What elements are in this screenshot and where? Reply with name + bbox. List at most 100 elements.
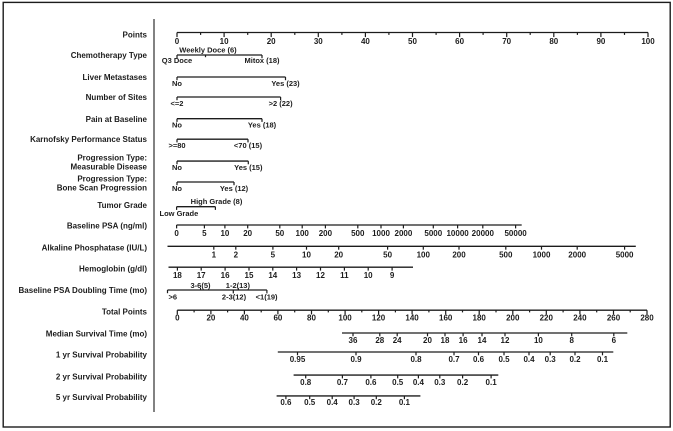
svg-text:20: 20 (334, 251, 343, 260)
svg-text:0.5: 0.5 (304, 398, 316, 407)
svg-text:5 yr Survival Probability: 5 yr Survival Probability (56, 393, 148, 402)
svg-text:5000: 5000 (616, 251, 634, 260)
svg-text:Alkaline Phosphatase (IU/L): Alkaline Phosphatase (IU/L) (42, 244, 148, 253)
svg-text:50000: 50000 (504, 229, 527, 238)
svg-text:14: 14 (268, 271, 277, 280)
svg-text:0.7: 0.7 (337, 378, 349, 387)
svg-text:10000: 10000 (446, 229, 469, 238)
svg-text:Q3 Doce: Q3 Doce (162, 56, 192, 65)
svg-text:Pain at Baseline: Pain at Baseline (86, 115, 148, 124)
svg-text:Measurable Disease: Measurable Disease (71, 162, 148, 171)
svg-text:9: 9 (390, 271, 395, 280)
svg-text:1000: 1000 (372, 229, 390, 238)
svg-text:20: 20 (243, 229, 252, 238)
svg-text:0.7: 0.7 (448, 355, 460, 364)
svg-text:2000: 2000 (395, 229, 413, 238)
svg-text:500: 500 (499, 251, 513, 260)
svg-text:260: 260 (607, 313, 621, 322)
svg-text:No: No (172, 163, 182, 172)
svg-text:50: 50 (383, 251, 392, 260)
svg-text:0.2: 0.2 (457, 378, 469, 387)
svg-text:Progression Type:: Progression Type: (77, 154, 147, 163)
svg-text:0.4: 0.4 (327, 398, 339, 407)
svg-text:0: 0 (175, 37, 180, 46)
svg-text:Liver Metastases: Liver Metastases (83, 73, 148, 82)
svg-text:Baseline PSA (ng/ml): Baseline PSA (ng/ml) (67, 222, 148, 231)
svg-text:100: 100 (338, 313, 352, 322)
svg-text:>6: >6 (169, 293, 178, 302)
svg-text:280: 280 (640, 313, 654, 322)
svg-text:16: 16 (459, 336, 468, 345)
svg-text:28: 28 (375, 336, 384, 345)
svg-text:High Grade (8): High Grade (8) (191, 197, 243, 206)
svg-text:16: 16 (221, 271, 230, 280)
svg-text:No: No (172, 184, 182, 193)
svg-text:0.9: 0.9 (350, 355, 362, 364)
svg-text:17: 17 (197, 271, 206, 280)
svg-text:100: 100 (296, 229, 310, 238)
svg-text:100: 100 (641, 37, 655, 46)
svg-text:Baseline PSA Doubling Time (mo: Baseline PSA Doubling Time (mo) (19, 286, 148, 295)
svg-text:24: 24 (393, 336, 402, 345)
svg-text:>2 (22): >2 (22) (269, 99, 293, 108)
svg-text:6: 6 (612, 336, 617, 345)
svg-text:5000: 5000 (424, 229, 442, 238)
svg-text:0.1: 0.1 (597, 355, 609, 364)
svg-text:5: 5 (202, 229, 207, 238)
svg-text:Progression Type:: Progression Type: (77, 175, 147, 184)
svg-text:0.1: 0.1 (486, 378, 498, 387)
svg-text:36: 36 (349, 336, 358, 345)
svg-text:3-6(5): 3-6(5) (190, 281, 211, 290)
svg-text:0.8: 0.8 (410, 355, 422, 364)
svg-text:0.2: 0.2 (569, 355, 581, 364)
svg-text:40: 40 (361, 37, 370, 46)
svg-text:0: 0 (174, 229, 179, 238)
svg-text:20: 20 (267, 37, 276, 46)
svg-text:120: 120 (372, 313, 386, 322)
svg-text:Chemotherapy Type: Chemotherapy Type (71, 51, 148, 60)
svg-text:0.2: 0.2 (371, 398, 383, 407)
svg-text:0.5: 0.5 (498, 355, 510, 364)
svg-text:Yes (12): Yes (12) (220, 184, 249, 193)
svg-text:10: 10 (302, 251, 311, 260)
svg-text:Karnofsky Performance Status: Karnofsky Performance Status (30, 135, 147, 144)
svg-text:11: 11 (340, 271, 349, 280)
svg-text:15: 15 (245, 271, 254, 280)
svg-text:10: 10 (220, 37, 229, 46)
svg-text:0.6: 0.6 (473, 355, 485, 364)
svg-text:70: 70 (502, 37, 511, 46)
svg-text:60: 60 (455, 37, 464, 46)
svg-text:12: 12 (501, 336, 510, 345)
svg-text:18: 18 (173, 271, 182, 280)
svg-text:180: 180 (473, 313, 487, 322)
svg-text:0.4: 0.4 (523, 355, 535, 364)
svg-text:0.4: 0.4 (413, 378, 425, 387)
svg-text:20: 20 (423, 336, 432, 345)
svg-text:13: 13 (292, 271, 301, 280)
svg-text:Median Survival Time (mo): Median Survival Time (mo) (46, 329, 148, 338)
svg-text:Low Grade: Low Grade (160, 209, 199, 218)
svg-text:Mitox (18): Mitox (18) (244, 56, 280, 65)
svg-text:2 yr Survival Probability: 2 yr Survival Probability (56, 372, 148, 381)
svg-text:0.6: 0.6 (280, 398, 292, 407)
svg-text:<70 (15): <70 (15) (234, 141, 263, 150)
svg-text:Bone Scan Progression: Bone Scan Progression (57, 184, 147, 193)
svg-text:Total Points: Total Points (102, 308, 148, 317)
svg-text:0.95: 0.95 (290, 355, 306, 364)
svg-text:Number of Sites: Number of Sites (86, 93, 148, 102)
svg-text:240: 240 (573, 313, 587, 322)
svg-text:1: 1 (212, 251, 217, 260)
svg-text:No: No (172, 79, 182, 88)
svg-text:60: 60 (273, 313, 282, 322)
svg-text:>=80: >=80 (168, 141, 185, 150)
svg-text:40: 40 (240, 313, 249, 322)
svg-text:200: 200 (319, 229, 333, 238)
svg-text:200: 200 (452, 251, 466, 260)
svg-text:<=2: <=2 (171, 99, 184, 108)
svg-text:0.8: 0.8 (300, 378, 312, 387)
svg-text:0.3: 0.3 (434, 378, 446, 387)
svg-text:200: 200 (506, 313, 520, 322)
svg-text:14: 14 (478, 336, 487, 345)
svg-text:1 yr Survival Probability: 1 yr Survival Probability (56, 350, 148, 359)
svg-text:10: 10 (364, 271, 373, 280)
